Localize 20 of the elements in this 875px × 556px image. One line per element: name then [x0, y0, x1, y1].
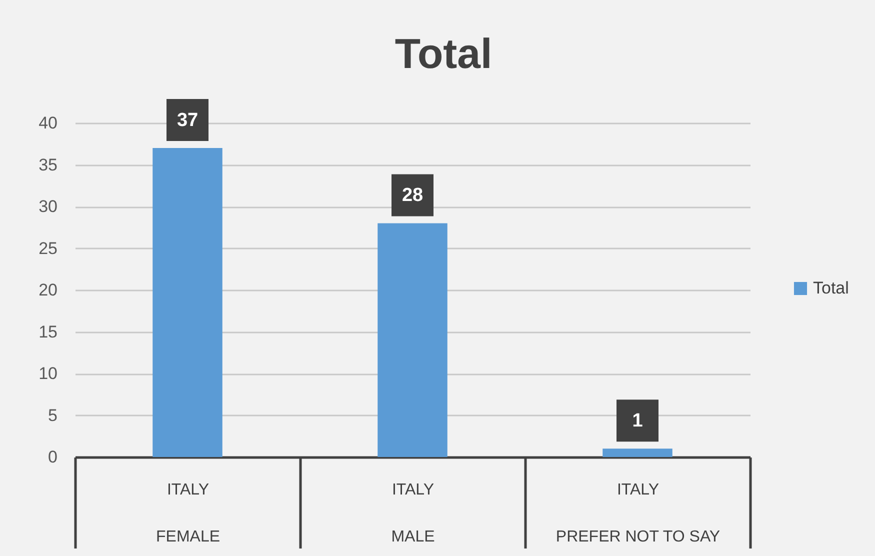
legend-label: Total — [813, 278, 849, 298]
bar — [378, 223, 448, 457]
chart-title: Total — [394, 30, 492, 78]
y-tick-label: 10 — [38, 364, 58, 383]
category-label: ITALY FEMALE — [156, 482, 220, 546]
y-tick-label: 35 — [38, 155, 58, 174]
y-tick-label: 5 — [48, 406, 58, 425]
bar — [152, 148, 222, 457]
y-tick-label: 15 — [38, 322, 58, 342]
y-tick-label: 30 — [38, 197, 58, 216]
y-tick-label: 20 — [38, 280, 58, 300]
y-tick-label: 40 — [38, 114, 58, 132]
category-label: ITALY MALE — [391, 482, 435, 546]
bar — [602, 448, 672, 457]
y-tick-label: 25 — [38, 238, 58, 258]
y-tick-label: 0 — [48, 448, 58, 466]
data-label: 28 — [402, 185, 424, 206]
category-label: ITALY PREFER NOT TO SAY — [556, 482, 720, 546]
data-label: 37 — [176, 110, 198, 132]
data-label: 1 — [632, 410, 644, 432]
